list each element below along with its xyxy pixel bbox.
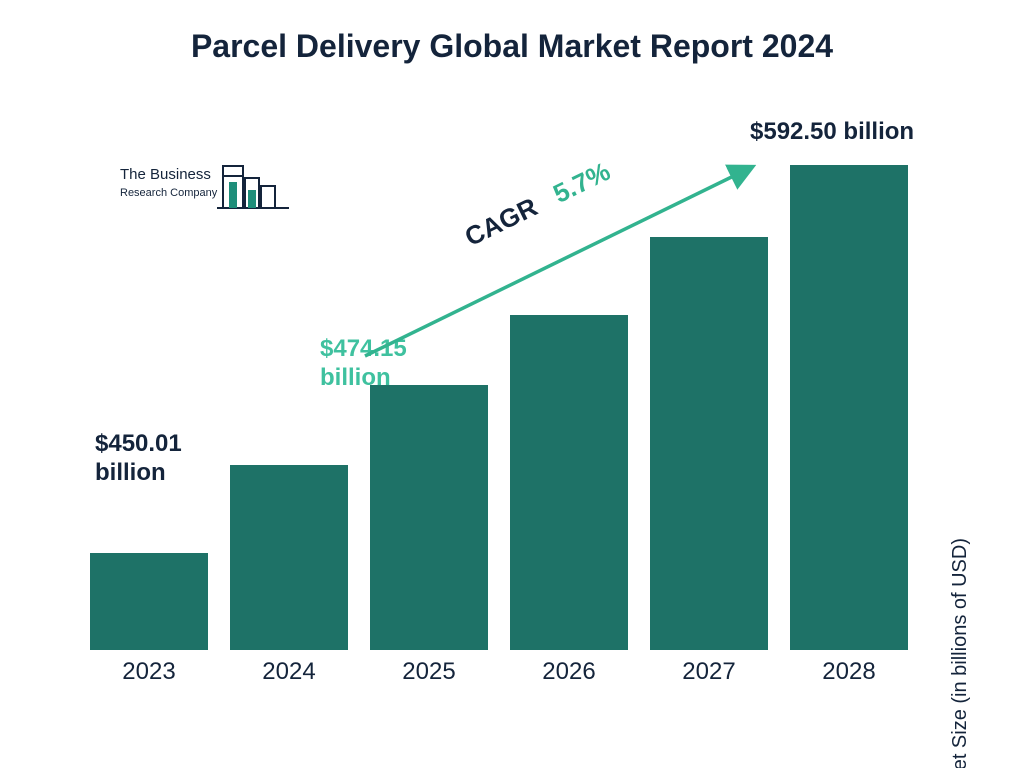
chart-area: $450.01 billion $474.15 billion $592.50 … [90, 120, 930, 688]
xlabel-2023: 2023 [90, 658, 208, 686]
yaxis-label: Market Size (in billions of USD) [949, 538, 972, 768]
plot-region: $450.01 billion $474.15 billion $592.50 … [90, 120, 930, 650]
xlabel-2028: 2028 [790, 658, 908, 686]
xlabel-2026: 2026 [510, 658, 628, 686]
xlabel-2024: 2024 [230, 658, 348, 686]
xlabel-2027: 2027 [650, 658, 768, 686]
xlabel-2025: 2025 [370, 658, 488, 686]
chart-canvas: Parcel Delivery Global Market Report 202… [0, 0, 1024, 768]
chart-title: Parcel Delivery Global Market Report 202… [0, 28, 1024, 65]
